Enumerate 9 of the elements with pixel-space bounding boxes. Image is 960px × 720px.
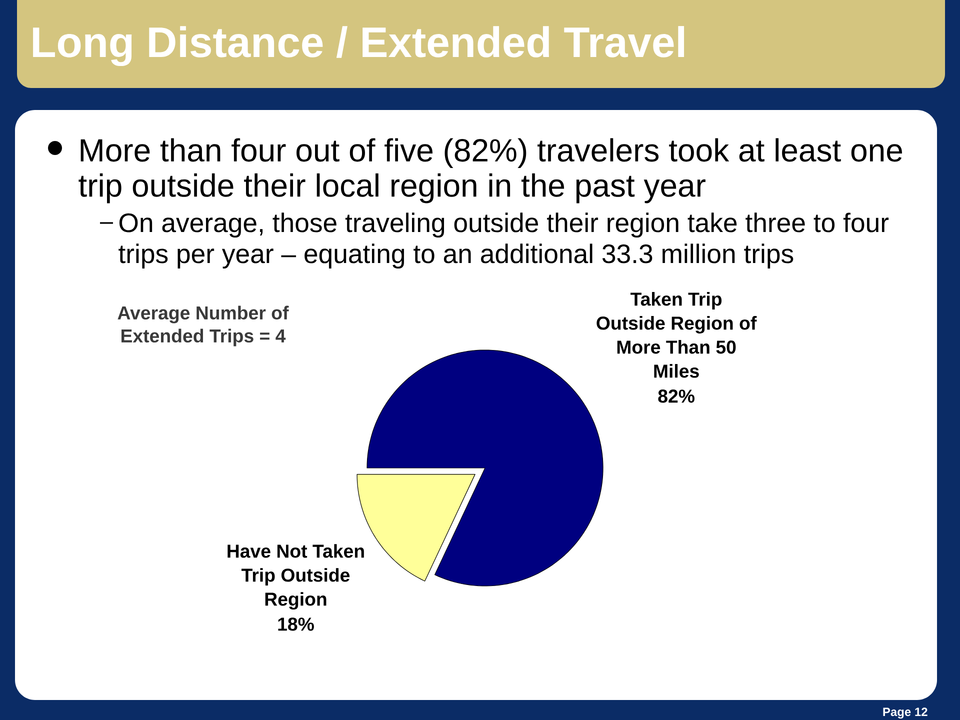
slice-label: Taken Trip Outside Region of More Than 50 Miles xyxy=(596,292,757,378)
text: More than four out of five (82%) travelers took at least one trip outside their local region in the past year xyxy=(78,138,902,204)
chart-title: Long Distance / Extended Travel xyxy=(33,26,684,66)
data-label: 18% xyxy=(278,618,314,631)
text: Page 12 xyxy=(883,708,928,719)
slice-label: Have Not Taken Trip Outside Region xyxy=(228,544,364,610)
data-label: 82% xyxy=(658,390,694,403)
text: Average Number of Extended Trips = 4 xyxy=(118,306,289,346)
text: On average, those traveling outside their region take three to four trips per year – equating to an additional 33.3 million trips xyxy=(118,212,889,269)
